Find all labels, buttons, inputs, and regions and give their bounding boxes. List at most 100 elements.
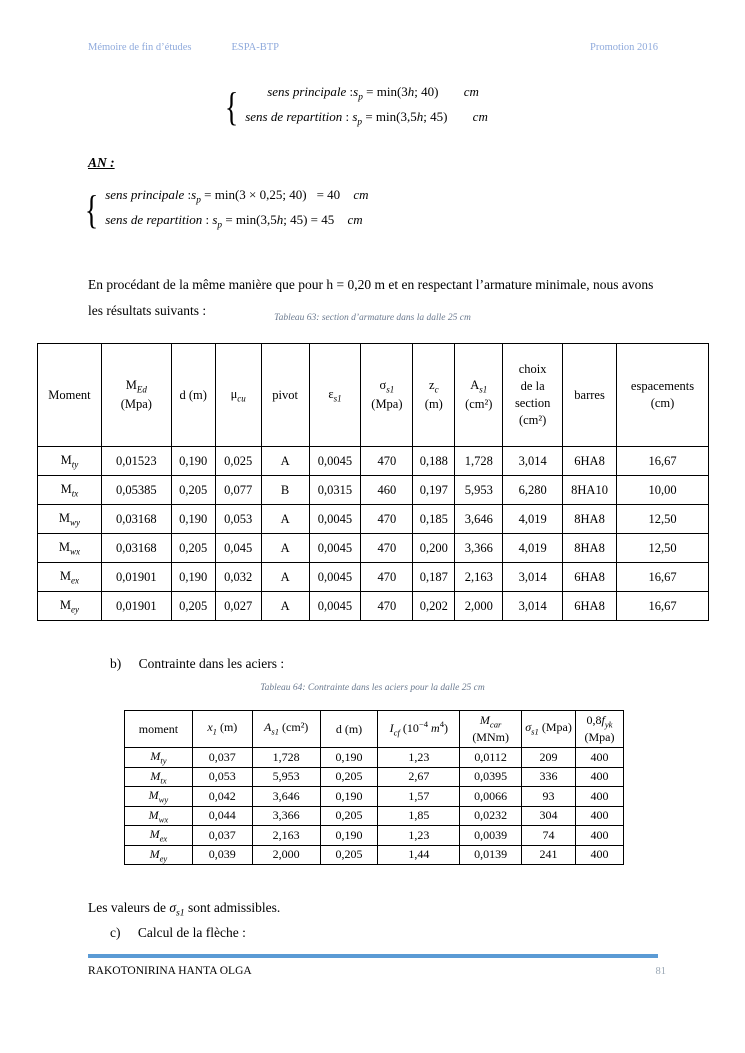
cell-value: 0,205 <box>170 591 216 621</box>
running-header: Mémoire de fin d’études ESPA-BTP Promoti… <box>88 42 658 53</box>
cell-value: 1,85 <box>377 805 461 826</box>
cell-value: 0,197 <box>412 475 456 505</box>
cell-value: 209 <box>521 747 576 768</box>
paragraph-procedure: En procédant de la même manière que pour… <box>88 277 654 319</box>
cell-value: 336 <box>521 766 576 787</box>
table64-header-row: moment x1 (m) As1 (cm²) d (m) Icf (10−4 … <box>124 710 624 748</box>
cell-value: A <box>260 533 310 563</box>
table-row: Mtx 0,05385 0,205 0,077 B 0,0315 460 0,197 5,953… <box>37 475 709 505</box>
cell-value: 12,50 <box>616 504 709 534</box>
cell-value: 400 <box>575 844 624 865</box>
cell-value: 0,205 <box>319 766 379 787</box>
col64-x1: x1 (m) <box>191 710 253 748</box>
cell-value: 3,014 <box>502 591 564 621</box>
header-center-text: ESPA-BTP <box>231 42 279 53</box>
header-right-text: Promotion 2016 <box>590 42 658 53</box>
running-footer: RAKOTONIRINA HANTA OLGA 81 <box>88 965 666 977</box>
cell-value: 93 <box>521 786 576 807</box>
cell-moment: Mwx <box>37 533 102 563</box>
cell-value: 74 <box>521 825 576 846</box>
cell-value: 0,190 <box>170 562 216 592</box>
cell-value: 0,05385 <box>100 475 172 505</box>
table-row: Mey 0,039 2,000 0,205 1,44 0,0139 241 400 <box>124 844 624 865</box>
cell-value: 400 <box>575 747 624 768</box>
table-row: Mey 0,01901 0,205 0,027 A 0,0045 470 0,202 2,000… <box>37 591 709 621</box>
cell-value: 0,044 <box>191 805 253 826</box>
col-pivot: pivot <box>260 343 310 447</box>
cell-value: 1,23 <box>377 825 461 846</box>
cell-value: 0,200 <box>412 533 456 563</box>
left-brace-icon: { <box>224 83 239 129</box>
cell-value: 0,205 <box>319 805 379 826</box>
col64-icf: Icf (10−4 m4) <box>377 710 461 748</box>
cell-value: 8HA8 <box>562 504 618 534</box>
cell-value: 16,67 <box>616 562 709 592</box>
cell-value: 0,025 <box>214 446 262 476</box>
cell-value: 4,019 <box>502 504 564 534</box>
cell-value: 6,280 <box>502 475 564 505</box>
table-row: Mex 0,037 2,163 0,190 1,23 0,0039 74 400 <box>124 825 624 846</box>
col64-sigma-s1: σs1 (Mpa) <box>521 710 576 748</box>
cell-value: 0,0315 <box>308 475 362 505</box>
col-epsilon-s1: εs1 <box>308 343 362 447</box>
cell-value: 0,053 <box>214 504 262 534</box>
cell-value: 0,0045 <box>308 562 362 592</box>
col64-mcar: Mcar (MNm) <box>459 710 523 748</box>
cell-value: 0,185 <box>412 504 456 534</box>
cell-value: A <box>260 591 310 621</box>
cell-value: 0,027 <box>214 591 262 621</box>
cell-value: 5,953 <box>251 766 321 787</box>
footer-author: RAKOTONIRINA HANTA OLGA <box>88 965 252 977</box>
cell-value: 0,042 <box>191 786 253 807</box>
cell-moment: Mey <box>124 844 193 865</box>
cell-moment: Mey <box>37 591 102 621</box>
cell-value: 0,03168 <box>100 533 172 563</box>
cell-value: 2,000 <box>454 591 504 621</box>
formula-general-line-1: sens principale :sp = min(3h; 40) cm <box>267 84 479 103</box>
cell-value: 2,67 <box>377 766 461 787</box>
col64-08fyk: 0,8fyk (Mpa) <box>575 710 624 748</box>
table64-caption: Tableau 64: Contrainte dans les aciers p… <box>260 683 485 693</box>
section-c-marker: c) <box>110 925 121 940</box>
table-contrainte-aciers: moment x1 (m) As1 (cm²) d (m) Icf (10−4 … <box>124 710 624 865</box>
cell-value: 0,01523 <box>100 446 172 476</box>
cell-value: 0,03168 <box>100 504 172 534</box>
cell-value: 0,0045 <box>308 591 362 621</box>
cell-value: 0,0232 <box>459 805 523 826</box>
cell-value: 470 <box>360 504 414 534</box>
section-c-item: c) Calcul de la flèche : <box>110 925 246 941</box>
formula-an-line-1: sens principale :sp = min(3 × 0,25; 40) =… <box>105 187 369 206</box>
cell-value: 0,187 <box>412 562 456 592</box>
formula-general: { sens principale :sp = min(3h; 40) cm s… <box>222 83 488 129</box>
cell-value: 0,045 <box>214 533 262 563</box>
cell-value: 0,01901 <box>100 591 172 621</box>
cell-value: 470 <box>360 533 414 563</box>
cell-moment: Mwy <box>124 786 193 807</box>
cell-moment: Mtx <box>37 475 102 505</box>
cell-value: 0,205 <box>170 475 216 505</box>
cell-value: 10,00 <box>616 475 709 505</box>
cell-moment: Mty <box>124 747 193 768</box>
cell-value: 470 <box>360 591 414 621</box>
cell-value: 400 <box>575 766 624 787</box>
cell-value: 3,366 <box>454 533 504 563</box>
col-zc: zc (m) <box>412 343 456 447</box>
col-as1: As1 (cm²) <box>454 343 504 447</box>
cell-value: 0,205 <box>170 533 216 563</box>
cell-value: 0,039 <box>191 844 253 865</box>
cell-value: 470 <box>360 562 414 592</box>
formula-general-line-2: sens de repartition : sp = min(3,5h; 45)… <box>245 109 488 128</box>
cell-value: 0,032 <box>214 562 262 592</box>
cell-value: 2,000 <box>251 844 321 865</box>
cell-value: 0,190 <box>319 747 379 768</box>
section-b-marker: b) <box>110 656 122 671</box>
formula-an: { sens principale :sp = min(3 × 0,25; 40… <box>82 187 369 232</box>
cell-value: 0,0395 <box>459 766 523 787</box>
cell-value: 1,44 <box>377 844 461 865</box>
table-row: Mty 0,01523 0,190 0,025 A 0,0045 470 0,188 1,728… <box>37 446 709 476</box>
cell-value: 0,0045 <box>308 446 362 476</box>
cell-value: 3,014 <box>502 562 564 592</box>
cell-value: 16,67 <box>616 446 709 476</box>
cell-value: 0,188 <box>412 446 456 476</box>
cell-value: 3,646 <box>454 504 504 534</box>
